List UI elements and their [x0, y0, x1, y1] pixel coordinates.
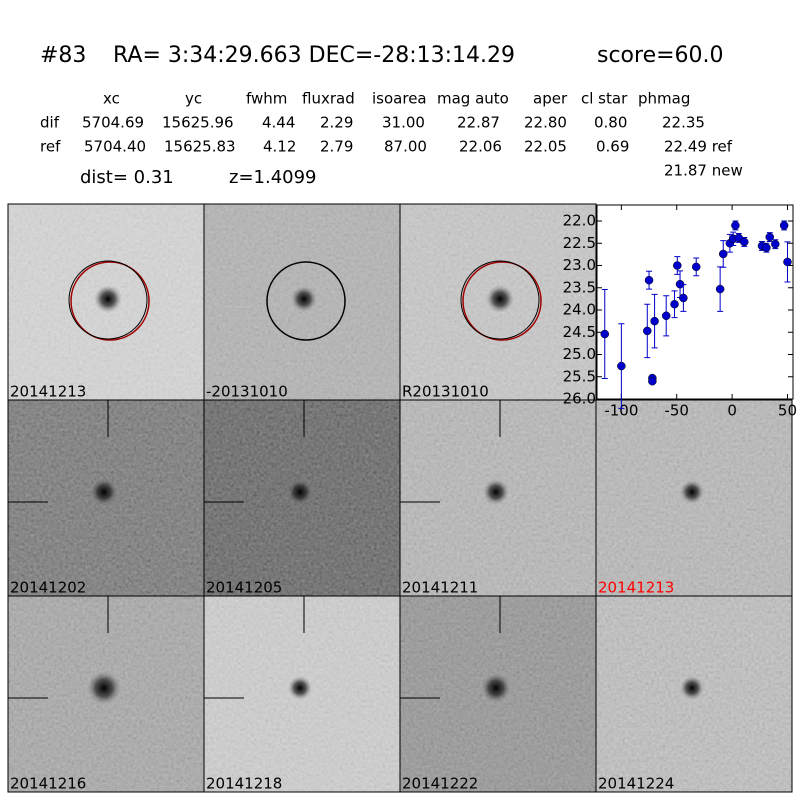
- table-cell: dif: [40, 114, 60, 132]
- point: [715, 284, 725, 294]
- point: [718, 249, 728, 259]
- plot-area: [596, 204, 794, 400]
- y-tick-label: 23.5: [563, 278, 596, 296]
- stamp-label: 20141216: [10, 775, 86, 793]
- y-tick-label: 23.0: [563, 256, 596, 274]
- source: [94, 285, 122, 313]
- x-tick-label: 0: [727, 402, 737, 420]
- point: [731, 221, 740, 230]
- point: [644, 275, 654, 285]
- point: [740, 237, 749, 247]
- x-tick-label: -50: [664, 402, 689, 420]
- point: [762, 243, 771, 252]
- column-header: xc: [103, 90, 120, 108]
- redshift: z=1.4099: [229, 167, 317, 188]
- stamp-label: 20141202: [10, 579, 86, 597]
- candidate-id: #83: [40, 43, 86, 68]
- point: [783, 257, 792, 267]
- table-cell: 0.80: [594, 114, 627, 132]
- point: [643, 326, 652, 336]
- table-cell: 4.44: [262, 114, 295, 132]
- point: [691, 262, 701, 272]
- aperture: [462, 261, 542, 341]
- source: [90, 478, 118, 506]
- aperture: [68, 260, 148, 340]
- point: [679, 293, 688, 303]
- score: score=60.0: [597, 43, 724, 68]
- dist: dist= 0.31: [80, 167, 174, 188]
- point: [673, 261, 682, 270]
- table-cell: 4.12: [263, 138, 296, 156]
- column-header: yc: [185, 90, 202, 108]
- y-tick-label: 25.5: [563, 367, 596, 385]
- table-cell: ref: [40, 138, 61, 156]
- point: [765, 232, 774, 242]
- source: [288, 676, 312, 700]
- point: [670, 299, 679, 309]
- table-cell: 2.29: [320, 114, 353, 132]
- table-cell: 2.79: [320, 138, 353, 156]
- aperture: [70, 261, 150, 341]
- stamp-label: 20141213: [598, 579, 674, 597]
- source: [87, 671, 121, 705]
- stamp-label: -20131010: [206, 383, 288, 401]
- column-header: mag auto: [437, 90, 509, 108]
- stamp-label: 20141224: [598, 775, 674, 793]
- y-tick-label: 26.0: [563, 390, 596, 408]
- point: [648, 376, 657, 386]
- y-tick-label: 22.0: [563, 212, 596, 230]
- stamp-label: 20141211: [402, 579, 478, 597]
- table-cell: 22.06: [459, 138, 502, 156]
- stamp-frame: [595, 595, 793, 793]
- source: [680, 676, 704, 700]
- aperture: [460, 260, 540, 340]
- stamp-label: 20141205: [206, 579, 282, 597]
- table-cell: 15625.83: [164, 138, 236, 156]
- coordinates: RA= 3:34:29.663 DEC=-28:13:14.29: [113, 43, 515, 68]
- point: [650, 316, 659, 326]
- source: [486, 285, 514, 313]
- table-cell: 31.00: [382, 114, 425, 132]
- y-tick-label: 25.0: [563, 345, 596, 363]
- stamp-label: R20131010: [402, 383, 489, 401]
- table-cell: 22.05: [524, 138, 567, 156]
- source: [483, 479, 509, 505]
- y-tick-label: 24.5: [563, 323, 596, 341]
- column-header: isoarea: [372, 90, 427, 108]
- aperture: [266, 261, 346, 341]
- x-tick-label: 50: [778, 402, 797, 420]
- column-header: phmag: [638, 90, 690, 108]
- stamp-label: 20141218: [206, 775, 282, 793]
- point: [600, 329, 610, 339]
- point: [661, 311, 671, 321]
- column-header: fwhm: [246, 90, 287, 108]
- y-tick-label: 24.0: [563, 301, 596, 319]
- table-cell: 5704.69: [82, 114, 144, 132]
- point: [779, 221, 789, 230]
- stamp-label: 20141213: [10, 383, 86, 401]
- column-header: aper: [533, 90, 568, 108]
- x-tick-label: -100: [604, 402, 638, 420]
- source: [291, 286, 317, 312]
- y-tick-label: 22.5: [563, 234, 596, 252]
- source: [481, 673, 511, 703]
- table-cell: 22.49 ref: [664, 138, 733, 156]
- source: [680, 480, 704, 504]
- table-cell: 15625.96: [162, 114, 234, 132]
- table-cell: 22.87: [457, 114, 500, 132]
- table-cell: 5704.40: [84, 138, 146, 156]
- column-header: fluxrad: [302, 90, 355, 108]
- stamp-label: 20141222: [402, 775, 478, 793]
- table-cell: 22.35: [662, 114, 705, 132]
- table-cell: 87.00: [384, 138, 427, 156]
- point: [771, 239, 780, 249]
- table-cell: 22.80: [524, 114, 567, 132]
- table-cell: 0.69: [596, 138, 629, 156]
- column-header: cl star: [581, 90, 628, 108]
- table-extra: 21.87 new: [664, 162, 743, 180]
- point: [617, 361, 626, 371]
- source: [287, 479, 313, 505]
